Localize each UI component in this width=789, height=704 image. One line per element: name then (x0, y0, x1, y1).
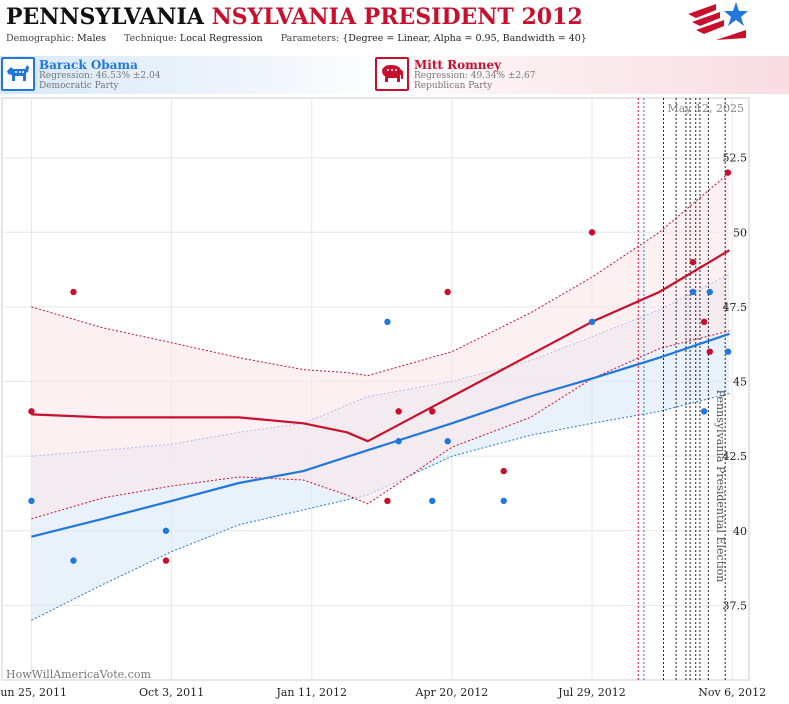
democrat-regression: Regression: 46.53% ±2.04 (39, 71, 161, 81)
y-tick-label: 37.5 (723, 599, 748, 612)
poll-point (444, 288, 451, 296)
chart-parameters: Demographic: Males Technique: Local Regr… (6, 33, 587, 44)
title-state: PENNSYLVANIA (6, 4, 204, 30)
parameters-key: Parameters: (280, 33, 340, 44)
poll-point (700, 408, 708, 415)
technique-value: Local Regression (179, 33, 263, 44)
poll-point (70, 288, 77, 296)
regression-lines (31, 249, 730, 538)
poll-point (689, 288, 697, 296)
poll-point (724, 169, 732, 176)
y-tick-label: 50 (733, 226, 747, 239)
x-tick-label: Jun 25, 2011 (0, 686, 67, 699)
y-tick-label: 52.5 (723, 152, 748, 165)
poll-point (384, 497, 391, 505)
poll-point (706, 288, 713, 296)
poll-point (28, 408, 35, 415)
poll-point (444, 438, 451, 445)
poll-points (28, 169, 732, 564)
poll-point (395, 438, 402, 445)
date-stamp: May 12, 2025 (667, 102, 744, 115)
x-axis-ticks: Jun 25, 2011 Oct 3, 2011 Jan 11, 2012 Apr 2… (0, 686, 766, 699)
watermark: HowWillAmericaVote.com (6, 668, 151, 681)
poll-point (689, 258, 697, 266)
y-tick-label: 45 (733, 376, 747, 389)
poll-point (429, 497, 436, 505)
poll-point (384, 318, 391, 326)
y-axis-ticks: 37.5 40 42.5 45 47.5 50 52.5 (723, 152, 748, 613)
democrat-party: Democratic Party (39, 81, 119, 91)
poll-point (588, 229, 596, 236)
american-flag-star-logo[interactable] (686, 0, 750, 50)
parameters-value: {Degree = Linear, Alpha = 0.95, Bandwidt… (342, 33, 587, 44)
poll-point (162, 557, 170, 564)
technique-key: Technique: (124, 33, 177, 44)
confidence-bound-lower (31, 330, 730, 520)
x-tick-label: Jul 29, 2012 (557, 686, 626, 699)
elephant-icon[interactable] (375, 57, 409, 91)
confidence-band (31, 172, 730, 519)
y-tick-label: 42.5 (723, 450, 748, 463)
demographic-value: Males (77, 33, 106, 44)
poll-point (706, 348, 713, 355)
poll-point (162, 527, 170, 534)
candidate-bar: Barack Obama Regression: 46.53% ±2.04 De… (0, 56, 789, 94)
republican-name[interactable]: Mitt Romney (414, 58, 502, 72)
republican-regression: Regression: 49.34% ±2.67 (414, 71, 536, 81)
poll-point (500, 467, 507, 475)
header: PENNSYLVANIA NSYLVANIA PRESIDENT 2012 De… (0, 0, 789, 52)
event-label: Pennsylvania Presidential Election (714, 390, 727, 583)
x-tick-label: Oct 3, 2011 (139, 686, 204, 699)
x-tick-label: Nov 6, 2012 (698, 686, 766, 699)
poll-point (588, 318, 596, 326)
x-tick-label: Jan 11, 2012 (275, 686, 347, 699)
y-tick-label: 47.5 (723, 301, 748, 314)
regression-line (31, 332, 730, 538)
donkey-icon[interactable] (1, 57, 35, 91)
regression-line (31, 249, 730, 443)
poll-point (28, 497, 35, 505)
poll-point (429, 408, 436, 415)
y-tick-label: 40 (733, 525, 747, 538)
democrat-panel (0, 56, 394, 94)
poll-point (500, 497, 507, 505)
x-tick-label: Apr 20, 2012 (415, 686, 489, 699)
poll-point (395, 408, 402, 415)
democrat-name[interactable]: Barack Obama (39, 58, 138, 72)
poll-date-lines (637, 98, 726, 680)
poll-point (700, 318, 708, 326)
title-race: NSYLVANIA PRESIDENT 2012 (211, 4, 583, 30)
poll-point (70, 557, 77, 564)
poll-point (724, 348, 732, 355)
republican-panel (372, 56, 789, 94)
confidence-bound-upper (31, 172, 730, 377)
page-title: PENNSYLVANIA NSYLVANIA PRESIDENT 2012 (6, 4, 583, 30)
regression-chart: 37.5 40 42.5 45 47.5 50 52.5 Jun 25, 2011 Oct 3… (0, 97, 766, 699)
republican-party: Republican Party (414, 81, 493, 91)
demographic-key: Demographic: (6, 33, 75, 44)
